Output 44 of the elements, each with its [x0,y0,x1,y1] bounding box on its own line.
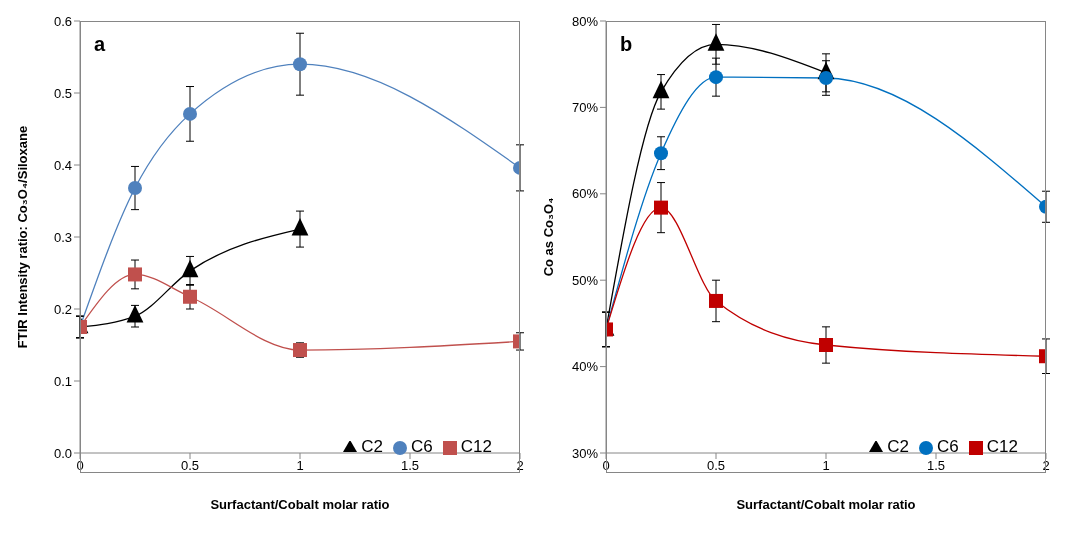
x-tick-label: 1 [296,458,304,474]
y-tick-label: 0.4 [53,157,72,173]
y-axis-title: FTIR Intensity ratio: Co₃O₄/Siloxane [14,125,30,349]
y-tick-label: 0.5 [53,85,72,101]
y-tick-label: 0.6 [53,13,72,29]
x-tick-label: 0.5 [180,458,200,474]
legend-label: C2 [361,437,384,456]
x-tick-label: 0.5 [706,458,726,474]
point [183,289,197,304]
point [293,57,307,72]
legend-label: C12 [460,437,492,456]
y-tick-label: 0.2 [53,301,72,317]
x-tick-label: 1 [822,458,830,474]
x-axis-title: Surfactant/Cobalt molar ratio [736,497,916,512]
x-tick-label: 1.5 [400,458,420,474]
y-axis-title: Co as Co₃O₄ [540,197,556,277]
x-tick-label: 1.5 [926,458,946,474]
y-tick-label: 40% [571,359,599,375]
point [707,33,725,51]
point [652,80,670,99]
point [709,293,723,308]
legend-label: C2 [887,437,910,456]
annotation: a [94,33,106,56]
point [128,267,142,282]
legend-label: C12 [986,437,1018,456]
y-tick-label: 70% [571,100,599,116]
point [183,106,197,121]
legend-label: C6 [411,437,433,456]
annotation: b [620,33,633,56]
point [709,70,723,85]
point [128,181,142,196]
legend-label: C6 [937,437,959,456]
y-tick-label: 0.1 [53,373,72,389]
y-tick-label: 60% [571,186,599,202]
point [819,71,833,86]
y-tick-label: 50% [571,272,599,288]
x-axis-title: Surfactant/Cobalt molar ratio [210,497,390,512]
y-tick-label: 0.0 [53,445,72,461]
y-tick-label: 30% [571,445,599,461]
point [654,200,668,215]
y-tick-label: 80% [571,13,599,29]
point [819,338,833,352]
y-tick-label: 0.3 [53,229,72,245]
point [654,146,668,161]
